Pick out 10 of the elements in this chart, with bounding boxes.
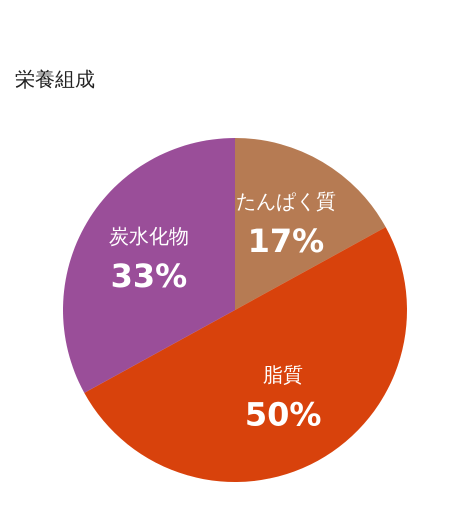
data-label: 33%: [110, 257, 188, 296]
slice-label: 脂質: [263, 362, 304, 387]
chart-title: 栄養組成: [15, 67, 95, 91]
data-label: 50%: [244, 396, 322, 434]
data-label: 17%: [248, 222, 324, 260]
slice-label: たんぱく質: [236, 188, 336, 213]
pie-slice: [235, 138, 386, 310]
pie-slice: [84, 227, 407, 482]
pie-slice: [63, 138, 235, 393]
slice-label: 炭水化物: [108, 224, 189, 248]
